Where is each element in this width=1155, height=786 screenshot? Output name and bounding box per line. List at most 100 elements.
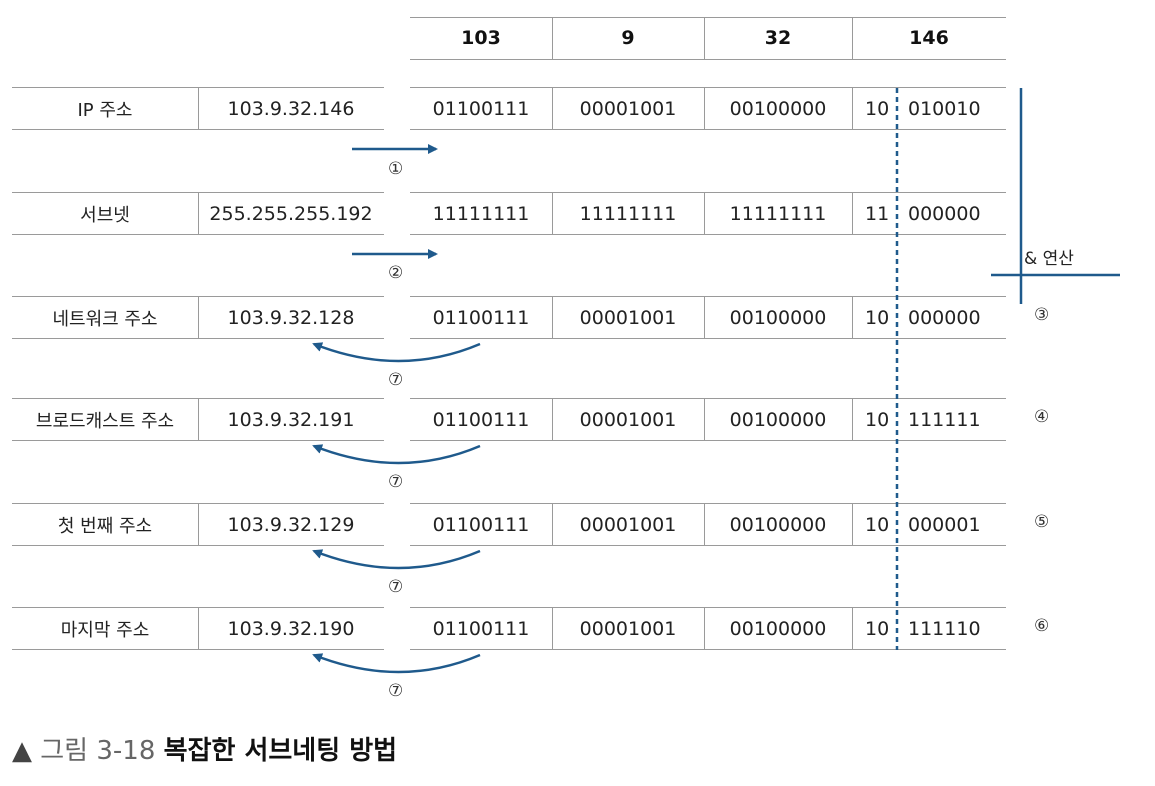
row-dotted-value: 103.9.32.129 xyxy=(227,513,355,536)
caption-triangle-icon: ▲ xyxy=(12,736,32,766)
header-sep-2 xyxy=(704,17,705,59)
row-sep xyxy=(198,296,199,338)
octet-4-network-bits: 10 xyxy=(865,617,890,640)
row-octet-2-bits: 00001001 xyxy=(579,617,677,640)
row-octet-4-bits: 10 111110 xyxy=(865,608,981,649)
octet-4-host-bits: 111111 xyxy=(908,408,981,431)
row-sep xyxy=(198,503,199,545)
row-octet-1-bits: 01100111 xyxy=(432,408,530,431)
row-sep xyxy=(552,503,553,545)
step-marker-7: ⑦ xyxy=(388,681,404,701)
row-sep xyxy=(704,192,705,234)
row-sep xyxy=(852,398,853,440)
row-step-marker: ⑥ xyxy=(1034,616,1050,636)
row-sep xyxy=(852,296,853,338)
caption-title: 복잡한 서브네팅 방법 xyxy=(163,736,398,766)
step-marker-7: ⑦ xyxy=(388,472,404,492)
row-label: IP 주소 xyxy=(77,99,133,121)
step-marker-7: ⑦ xyxy=(388,370,404,390)
row-sep xyxy=(852,87,853,129)
row-top-rule xyxy=(410,607,1006,608)
row-label: 첫 번째 주소 xyxy=(57,515,153,537)
row-octet-1-bits: 11111111 xyxy=(432,202,530,225)
row-step-marker: ⑤ xyxy=(1034,512,1050,532)
row-bottom-rule xyxy=(410,545,1006,546)
row-label: 마지막 주소 xyxy=(60,619,150,641)
row-octet-3-bits: 00100000 xyxy=(729,617,827,640)
row-octet-2-bits: 00001001 xyxy=(579,408,677,431)
row-bottom-rule xyxy=(410,649,1006,650)
header-col-4: 146 xyxy=(909,27,949,49)
row-octet-4-bits: 10 000000 xyxy=(865,297,981,338)
row-dotted-value: 103.9.32.128 xyxy=(227,306,355,329)
curved-arrow-left-icon xyxy=(312,444,481,465)
row-sep xyxy=(552,87,553,129)
row-octet-1-bits: 01100111 xyxy=(432,306,530,329)
row-step-marker: ④ xyxy=(1034,407,1050,427)
row-octet-1-bits: 01100111 xyxy=(432,97,530,120)
curved-arrow-left-icon xyxy=(312,342,481,363)
row-sep xyxy=(704,607,705,649)
row-dotted-value: 255.255.255.192 xyxy=(209,202,373,225)
row-bottom-rule xyxy=(12,440,384,441)
row-sep xyxy=(198,607,199,649)
step-marker-2: ② xyxy=(388,263,404,283)
row-octet-4-bits: 10 000001 xyxy=(865,504,981,545)
row-label: 브로드캐스트 주소 xyxy=(35,410,175,432)
row-top-rule xyxy=(410,503,1006,504)
octet-4-host-bits: 010010 xyxy=(908,97,981,120)
row-octet-1-bits: 01100111 xyxy=(432,617,530,640)
octet-4-network-bits: 10 xyxy=(865,97,890,120)
row-sep xyxy=(552,607,553,649)
row-octet-2-bits: 00001001 xyxy=(579,306,677,329)
row-sep xyxy=(552,192,553,234)
row-octet-4-bits: 11 000000 xyxy=(865,193,981,234)
row-sep xyxy=(198,192,199,234)
row-dotted-value: 103.9.32.191 xyxy=(227,408,355,431)
octet-4-network-bits: 10 xyxy=(865,306,890,329)
figure-caption: ▲ 그림 3-18 복잡한 서브네팅 방법 xyxy=(12,730,397,767)
header-col-2: 9 xyxy=(621,27,635,49)
row-octet-4-bits: 10 111111 xyxy=(865,399,981,440)
header-sep-1 xyxy=(552,17,553,59)
curved-arrow-left-icon xyxy=(312,653,481,674)
octet-4-host-bits: 111110 xyxy=(908,617,981,640)
row-sep xyxy=(852,607,853,649)
row-octet-2-bits: 00001001 xyxy=(579,513,677,536)
row-sep xyxy=(852,192,853,234)
row-sep xyxy=(704,87,705,129)
row-top-rule xyxy=(410,192,1006,193)
row-octet-3-bits: 00100000 xyxy=(729,306,827,329)
header-bottom-rule xyxy=(410,59,1006,60)
row-octet-4-bits: 10 010010 xyxy=(865,88,981,129)
header-col-1: 103 xyxy=(461,27,501,49)
row-step-marker: ③ xyxy=(1034,305,1050,325)
caption-figure-number: 그림 3-18 xyxy=(40,736,156,766)
row-top-rule xyxy=(410,398,1006,399)
row-bottom-rule xyxy=(12,338,384,339)
row-sep xyxy=(552,398,553,440)
row-dotted-value: 103.9.32.190 xyxy=(227,617,355,640)
octet-4-network-bits: 10 xyxy=(865,408,890,431)
header-top-rule xyxy=(410,17,1006,18)
row-label: 서브넷 xyxy=(80,204,130,226)
octet-4-host-bits: 000000 xyxy=(908,306,981,329)
octet-4-network-bits: 10 xyxy=(865,513,890,536)
header-sep-3 xyxy=(852,17,853,59)
octet-4-host-bits: 000000 xyxy=(908,202,981,225)
row-octet-1-bits: 01100111 xyxy=(432,513,530,536)
row-bottom-rule xyxy=(12,129,384,130)
row-octet-2-bits: 00001001 xyxy=(579,97,677,120)
row-bottom-rule xyxy=(12,545,384,546)
and-operation-label: & 연산 xyxy=(1024,249,1074,269)
row-bottom-rule xyxy=(410,338,1006,339)
header-col-3: 32 xyxy=(764,27,792,49)
row-octet-3-bits: 00100000 xyxy=(729,408,827,431)
step-marker-1: ① xyxy=(388,159,404,179)
row-bottom-rule xyxy=(12,649,384,650)
octet-4-host-bits: 000001 xyxy=(908,513,981,536)
row-sep xyxy=(552,296,553,338)
row-sep xyxy=(198,398,199,440)
curved-arrow-left-icon xyxy=(312,549,481,570)
